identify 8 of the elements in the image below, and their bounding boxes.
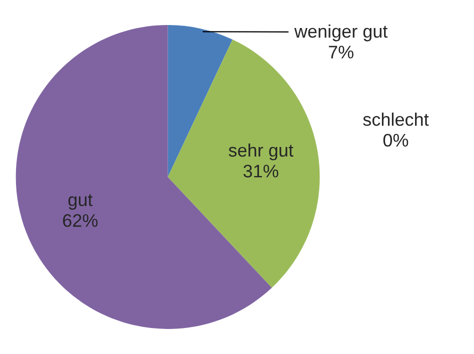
- slice-label: sehr gut: [228, 143, 294, 160]
- data-label: 7%: [328, 46, 354, 58]
- text: 0%: [383, 134, 408, 147]
- data-label: 62%: [63, 214, 98, 227]
- slice-label: weniger gut: [294, 24, 388, 42]
- category-label: schlecht: [363, 112, 429, 126]
- slice-label: gut: [68, 194, 93, 210]
- data-label: 31%: [243, 164, 278, 178]
